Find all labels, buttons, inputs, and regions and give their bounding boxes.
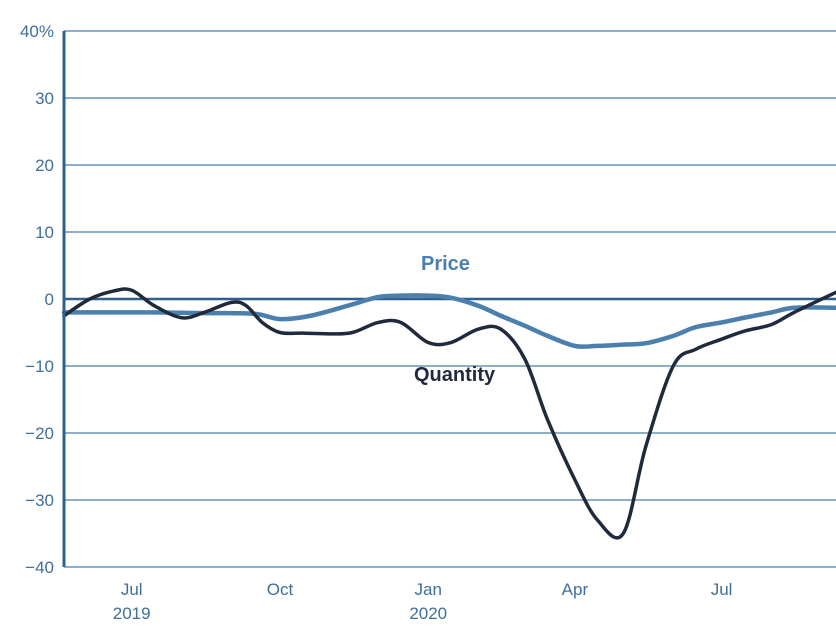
y-tick-label: −40 [25,558,54,577]
price-series-label: Price [421,253,470,275]
y-tick-label: 30 [35,89,54,108]
y-tick-label: 0 [45,290,54,309]
x-axis-ticks: Jul 2019 Oct Jan 2020 Apr Jul [113,580,733,623]
x-tick-label: Apr [562,580,589,599]
price-series-line [61,293,836,349]
y-tick-label: −10 [25,357,54,376]
y-tick-label: 20 [35,156,54,175]
y-tick-label: 40% [20,22,54,41]
y-tick-label: −30 [25,491,54,510]
y-tick-label: −20 [25,424,54,443]
y-tick-label: 10 [35,223,54,242]
x-tick-label: Jul [711,580,733,599]
x-tick-sublabel: 2020 [409,604,447,623]
y-axis-ticks: 40% 30 20 10 0 −10 −20 −30 −40 [20,22,54,577]
x-tick-label: Jan [415,580,442,599]
quantity-series-label: Quantity [414,364,496,386]
x-tick-label: Oct [267,580,294,599]
series-layer [61,287,836,540]
quantity-series-line [62,287,836,540]
x-tick-sublabel: 2019 [113,604,151,623]
x-tick-label: Jul [121,580,143,599]
